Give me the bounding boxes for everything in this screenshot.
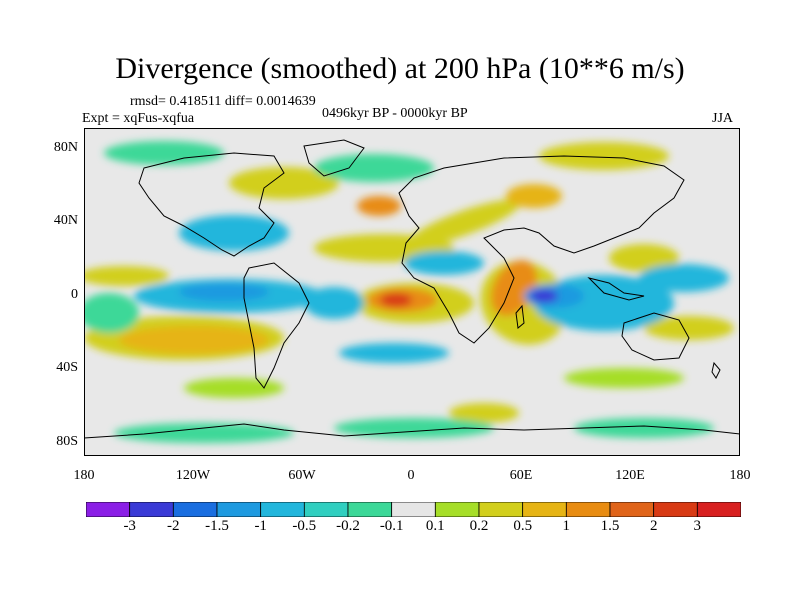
field-blob [380, 293, 412, 307]
colorbar-swatch [478, 502, 524, 517]
colorbar-swatch [696, 502, 741, 517]
divergence-field [84, 141, 734, 443]
field-blob [339, 343, 449, 363]
field-blob [114, 423, 294, 443]
colorbar-label: 0.5 [513, 518, 533, 534]
eurasia-africa-coast [398, 155, 685, 344]
field-blob [609, 244, 679, 272]
field-blob [84, 266, 169, 286]
colorbar-label: 2 [649, 518, 658, 534]
new-zealand-coast [711, 361, 721, 379]
field-blob [179, 283, 269, 301]
field-blob [449, 403, 519, 423]
divergence-map [84, 128, 740, 456]
field-blob [491, 260, 537, 316]
colorbar-label: 0.2 [469, 518, 489, 534]
lon-label-120w: 120W [175, 468, 211, 483]
colorbar-label: -1.5 [205, 518, 229, 534]
colorbar-swatch [434, 502, 480, 517]
field-blob [644, 316, 734, 340]
colorbar-swatch [347, 502, 393, 517]
field-blob [104, 141, 224, 165]
field-blob [407, 199, 521, 247]
colorbar-swatch [565, 502, 611, 517]
lat-label-0: 0 [71, 287, 78, 302]
colorbar-label: -0.2 [336, 518, 360, 534]
field-blob [506, 184, 562, 208]
north-america-coast [138, 152, 285, 257]
lon-label-120e: 120E [615, 468, 645, 483]
lon-label-60e: 60E [509, 468, 533, 483]
field-blob [404, 251, 484, 275]
field-blob [304, 287, 364, 319]
field-blob [564, 368, 684, 388]
madagascar-coast [515, 304, 525, 329]
field-blob [334, 418, 494, 438]
lat-label-80s: 80S [56, 434, 78, 449]
colorbar-swatch [172, 502, 218, 517]
colorbar-swatch [129, 502, 174, 517]
colorbar-label: -3 [123, 518, 136, 534]
field-blob [639, 264, 729, 292]
colorbar-swatch [216, 502, 262, 517]
lon-label-180e: 180 [729, 468, 751, 483]
colorbar-label: 1 [562, 518, 571, 534]
colorbar-label: -0.1 [379, 518, 404, 534]
lat-label-40n: 40N [53, 213, 78, 228]
antarctica-coast [84, 423, 740, 439]
field-blob [119, 326, 269, 354]
south-america-coast [243, 262, 310, 389]
colorbar-label: -0.5 [292, 518, 317, 534]
field-blob [184, 378, 284, 398]
lat-label-80n: 80N [53, 140, 78, 155]
lat-label-40s: 40S [56, 360, 78, 375]
field-blob [314, 154, 434, 182]
period-subtitle: 0496kyr BP - 0000kyr BP [322, 106, 468, 121]
greenland-coast [303, 139, 365, 177]
colorbar-swatch [609, 502, 655, 517]
stats-subtitle: rmsd= 0.418511 diff= 0.0014639 [130, 94, 316, 109]
colorbar-swatch [260, 502, 305, 517]
colorbar [86, 502, 741, 517]
field-blob [574, 418, 714, 438]
indonesia-coast [587, 277, 645, 301]
colorbar-swatch [522, 502, 567, 517]
field-blob [179, 215, 289, 251]
australia-coast [621, 312, 690, 361]
colorbar-swatch [391, 502, 436, 517]
colorbar-label: -1 [254, 518, 267, 534]
season-subtitle: JJA [712, 111, 734, 126]
colorbar-swatch [303, 502, 349, 517]
colorbar-label: 3 [693, 518, 702, 534]
colorbar-swatch [653, 502, 698, 517]
lon-label-0: 0 [407, 468, 415, 483]
coastlines [84, 139, 740, 439]
map-border [84, 128, 740, 456]
colorbar-swatch [86, 502, 131, 517]
colorbar-label: -2 [167, 518, 180, 534]
colorbar-label: 1.5 [600, 518, 620, 534]
lon-label-180w: 180 [73, 468, 95, 483]
field-blob [357, 196, 401, 216]
chart-title: Divergence (smoothed) at 200 hPa (10**6 … [115, 52, 685, 85]
field-blob [84, 293, 139, 333]
experiment-subtitle: Expt = xqFus-xqfua [82, 111, 195, 126]
field-blob [539, 142, 669, 170]
lon-label-60w: 60W [288, 468, 316, 483]
field-blob [229, 167, 339, 199]
colorbar-label: 0.1 [425, 518, 445, 534]
field-blob [530, 289, 558, 303]
